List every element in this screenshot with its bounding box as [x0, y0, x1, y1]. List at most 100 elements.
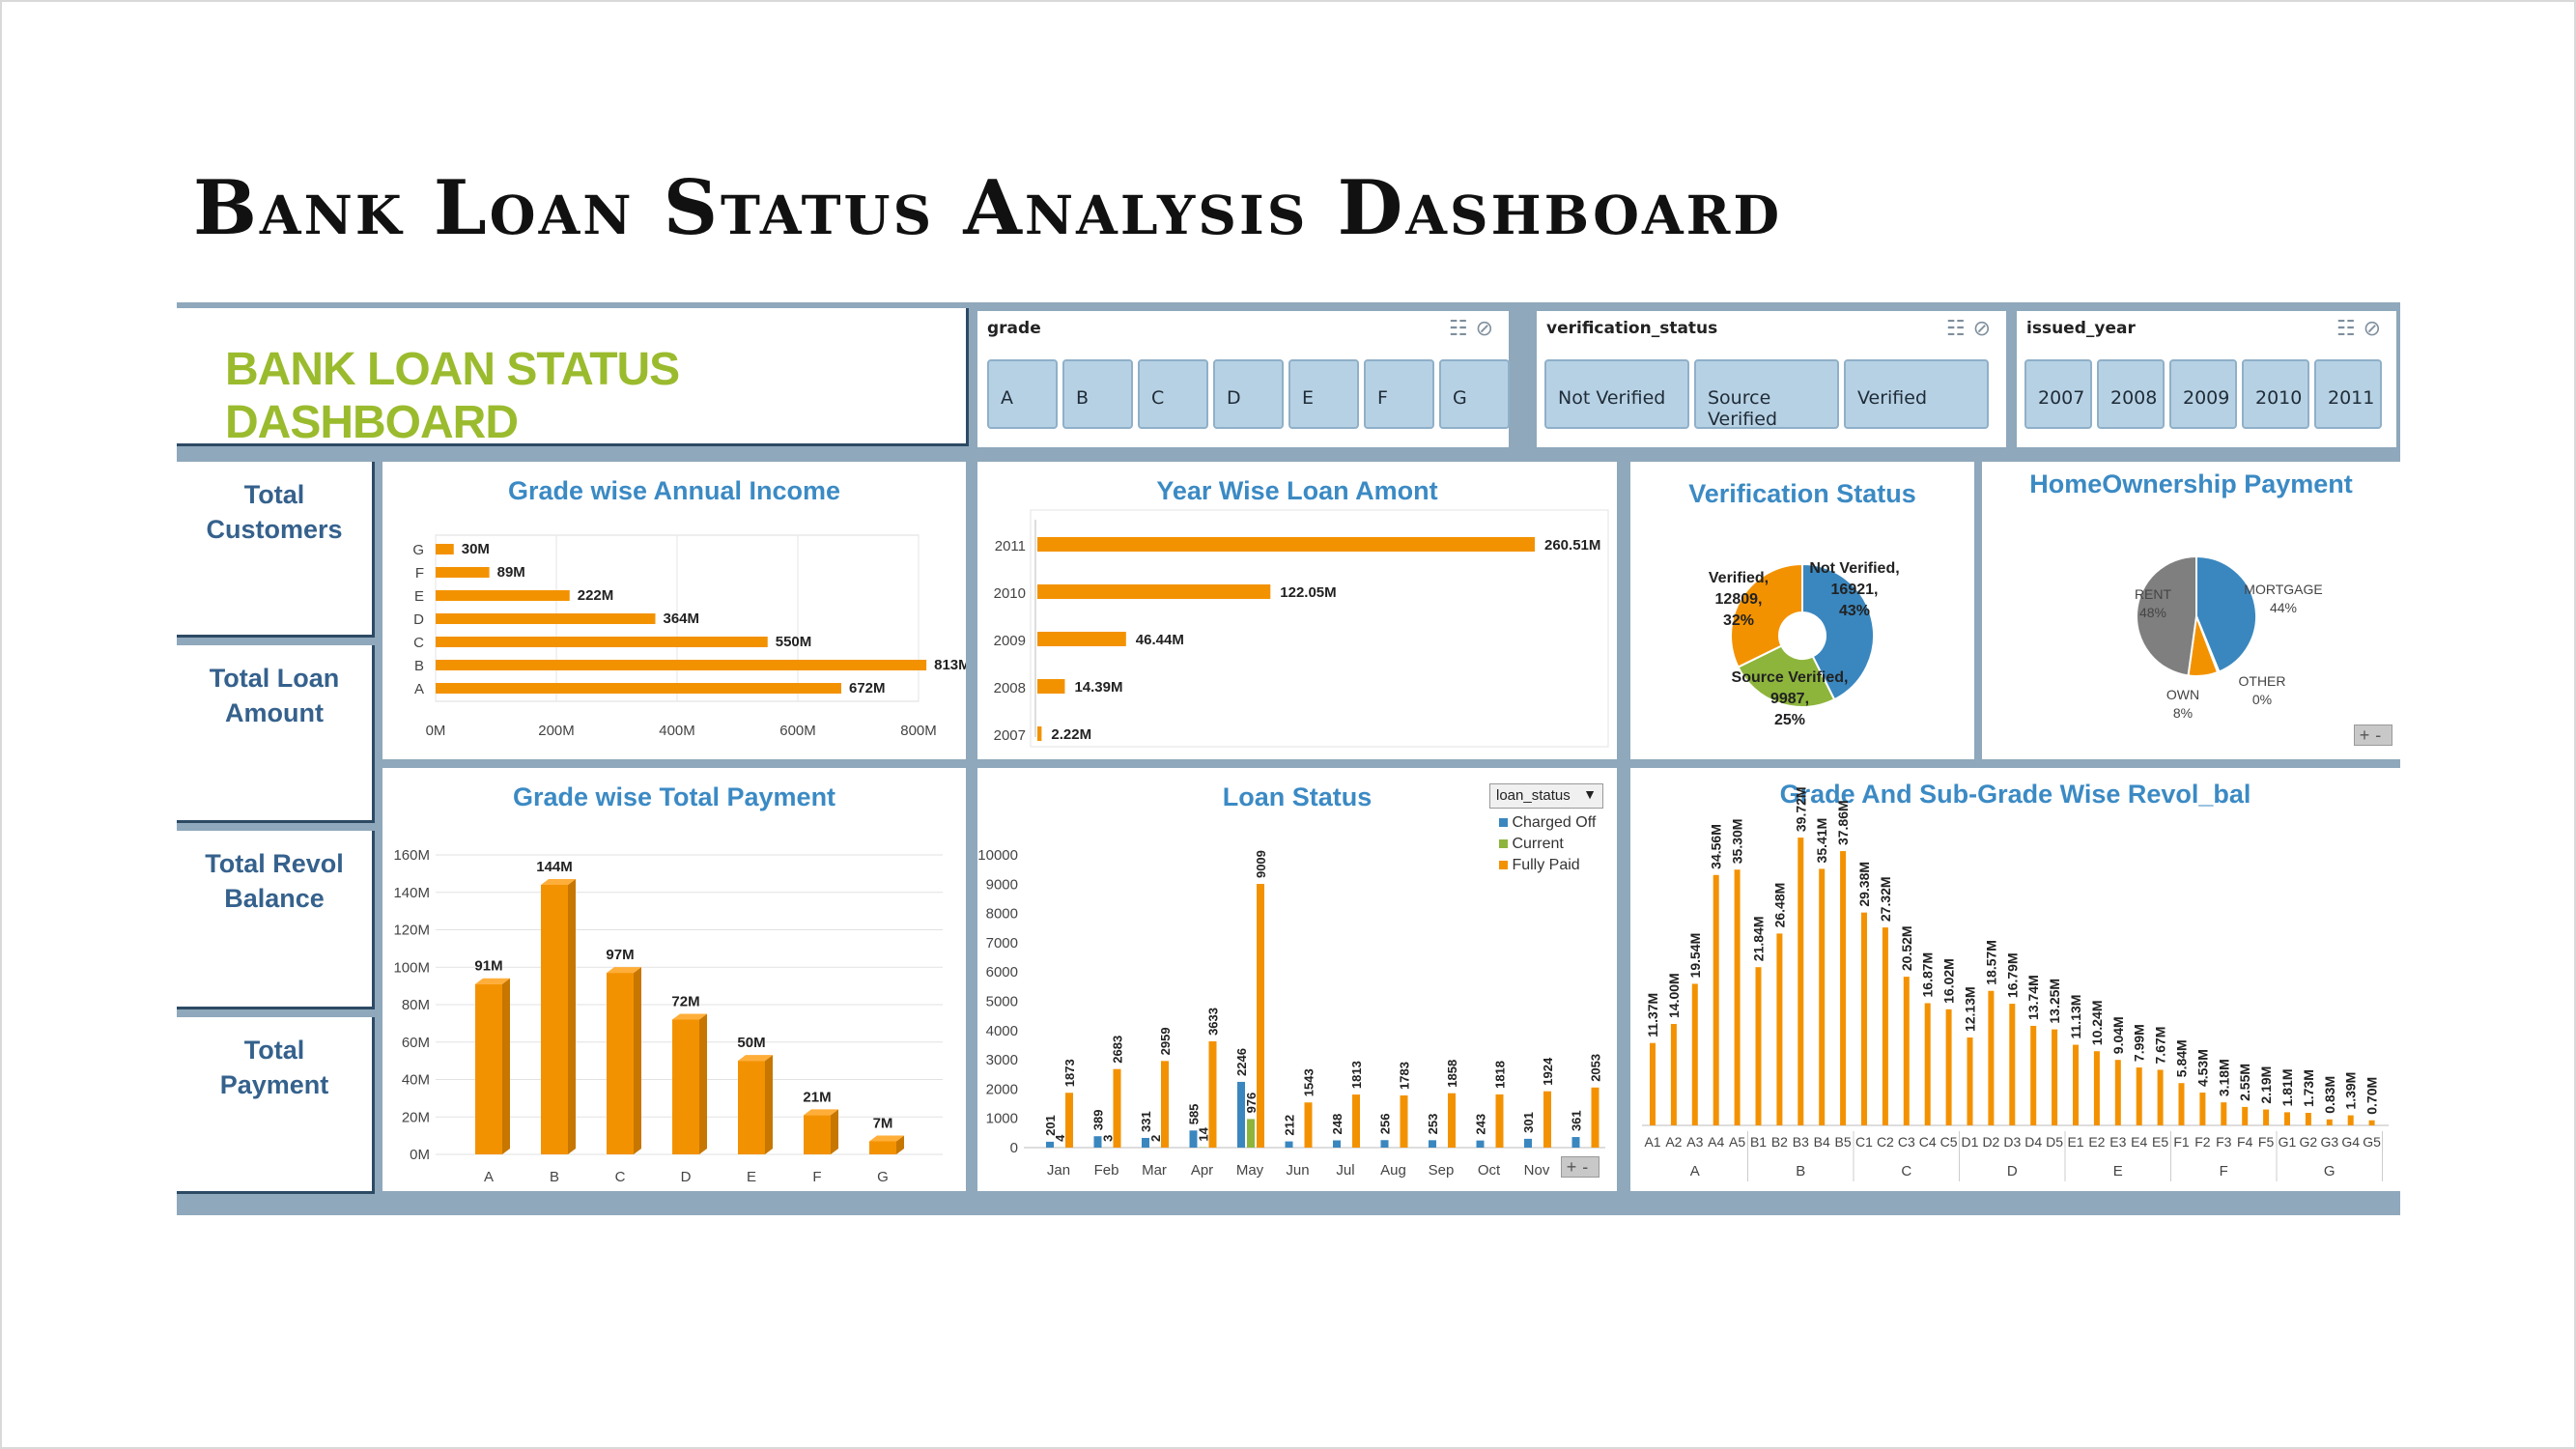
y-tick-label: D — [413, 611, 424, 628]
x-tick-label: G — [877, 1169, 889, 1185]
bar — [436, 544, 454, 554]
chart-title: Verification Status — [1688, 479, 1916, 508]
legend-item: Fully Paid — [1499, 857, 1596, 874]
group-label: A — [1690, 1163, 1700, 1179]
data-label: 1543 — [1302, 1068, 1316, 1096]
x-tick-label: E3 — [2109, 1134, 2126, 1150]
data-label: 12.13M — [1963, 986, 1978, 1032]
bar-top — [804, 1109, 838, 1116]
bar — [2284, 1112, 2290, 1125]
data-label: 7.99M — [2132, 1024, 2147, 1062]
bar — [1237, 1081, 1245, 1148]
kpi-label: Total Customers — [206, 480, 343, 544]
data-label: 14.39M — [1074, 679, 1122, 696]
x-tick-label: C2 — [1877, 1134, 1894, 1150]
zoom-buttons[interactable]: +- — [1561, 1156, 1599, 1178]
x-tick-label: G5 — [2363, 1134, 2381, 1150]
annual-income-chart: 0M 200M 400M 600M 800M G 30M F 89M E 222M D 364M C 550… — [412, 534, 966, 739]
slicer-button-not-verified[interactable]: Not Verified — [1544, 359, 1689, 429]
slicer-button-2007[interactable]: 2007 — [2024, 359, 2092, 429]
slice-label: 43% — [1839, 603, 1870, 619]
data-label: 361 — [1570, 1110, 1584, 1131]
data-label: 91M — [474, 958, 502, 975]
bar — [1093, 1136, 1102, 1148]
multi-select-icon[interactable]: ☷ — [1945, 317, 1973, 341]
bar — [1571, 1137, 1580, 1148]
bar — [1285, 1141, 1293, 1148]
zoom-buttons[interactable]: +- — [2354, 724, 2392, 746]
slicer-button-a[interactable]: A — [987, 359, 1058, 429]
multi-select-icon[interactable]: ☷ — [1448, 317, 1476, 341]
y-tick-label: 20M — [402, 1109, 430, 1125]
data-label: 11.13M — [2068, 995, 2083, 1039]
kpi-total-revol-balance[interactable]: Total Revol Balance — [177, 831, 375, 1009]
multi-select-icon[interactable]: ☷ — [2335, 317, 2364, 341]
clear-filter-icon[interactable]: ⊘ — [2363, 317, 2389, 341]
chart-title: Grade And Sub-Grade Wise Revol_bal — [1779, 780, 2251, 809]
x-tick-label: E4 — [2131, 1134, 2147, 1150]
x-tick-label: E5 — [2152, 1134, 2168, 1150]
x-tick-label: A1 — [1644, 1134, 1660, 1150]
data-label: 21M — [803, 1089, 831, 1105]
y-tick-label: 4000 — [986, 1023, 1018, 1039]
loan-status-filter[interactable]: loan_status ▼ — [1489, 783, 1603, 809]
slicer-button-source-verified[interactable]: Source Verified — [1694, 359, 1839, 430]
verification-slicer-header: verification_status — [1546, 319, 1718, 338]
slicer-button-f[interactable]: F — [1364, 359, 1434, 429]
clear-filter-icon[interactable]: ⊘ — [1475, 317, 1501, 341]
x-tick-label: B2 — [1771, 1134, 1788, 1150]
x-tick-label: B — [550, 1169, 559, 1185]
bar — [1713, 874, 1719, 1125]
bar — [2157, 1069, 2164, 1125]
data-label: 13.74M — [2025, 975, 2041, 1020]
data-label: 389 — [1091, 1110, 1106, 1131]
x-tick-label: Mar — [1142, 1162, 1167, 1179]
kpi-total-customers[interactable]: Total Customers — [177, 462, 375, 638]
slicer-button-d[interactable]: D — [1213, 359, 1284, 429]
kpi-label: Total Payment — [219, 1036, 329, 1099]
slicer-button-e[interactable]: E — [1288, 359, 1359, 429]
bar — [2052, 1029, 2058, 1125]
x-tick-label: G1 — [2279, 1134, 2297, 1150]
clear-filter-icon[interactable]: ⊘ — [1972, 317, 1998, 341]
slicer-button-2009[interactable]: 2009 — [2169, 359, 2237, 429]
slice-label: Source Verified, — [1732, 669, 1849, 686]
kpi-total-payment[interactable]: Total Payment — [177, 1017, 375, 1194]
bar — [1189, 1130, 1198, 1148]
x-tick-label: C1 — [1855, 1134, 1873, 1150]
slicer-button-c[interactable]: C — [1138, 359, 1208, 429]
data-label: 5.84M — [2174, 1039, 2190, 1077]
bar — [1400, 1094, 1408, 1148]
slicer-button-b[interactable]: B — [1062, 359, 1133, 429]
x-tick-label: E2 — [2088, 1134, 2105, 1150]
x-tick-label: A — [484, 1169, 494, 1185]
data-label: 122.05M — [1280, 584, 1336, 601]
x-tick-label: C5 — [1940, 1134, 1958, 1150]
data-label: 27.32M — [1878, 876, 1893, 922]
bar — [1543, 1091, 1551, 1148]
slicer-button-g[interactable]: G — [1439, 359, 1510, 429]
slicer-button-verified[interactable]: Verified — [1844, 359, 1989, 429]
bar — [2136, 1067, 2142, 1125]
data-label: 4 — [1053, 1134, 1067, 1142]
y-tick-label: 2011 — [995, 538, 1026, 554]
kpi-label: Total Loan Amount — [209, 664, 340, 727]
data-label: 222M — [578, 587, 614, 604]
data-label: 248 — [1330, 1114, 1345, 1135]
y-tick-label: 2008 — [994, 680, 1026, 696]
y-tick-label: 0 — [1010, 1140, 1018, 1156]
bar — [1037, 632, 1126, 646]
data-label: 19.54M — [1687, 933, 1703, 979]
y-tick-label: 10000 — [977, 847, 1018, 864]
bar — [1924, 1003, 1931, 1125]
kpi-total-loan-amount[interactable]: Total Loan Amount — [177, 645, 375, 823]
data-label: 256 — [1378, 1114, 1393, 1135]
slicer-button-2010[interactable]: 2010 — [2242, 359, 2309, 429]
bar — [1967, 1037, 1973, 1125]
slicer-button-2011[interactable]: 2011 — [2314, 359, 2382, 429]
x-tick-label: D1 — [1962, 1134, 1979, 1150]
slicer-button-2008[interactable]: 2008 — [2097, 359, 2165, 429]
total-payment-panel: Grade wise Total Payment 0M 20M 40M 60M 80M 1… — [382, 768, 966, 1191]
y-tick-label: 160M — [393, 847, 430, 864]
x-tick-label: Oct — [1478, 1162, 1501, 1179]
